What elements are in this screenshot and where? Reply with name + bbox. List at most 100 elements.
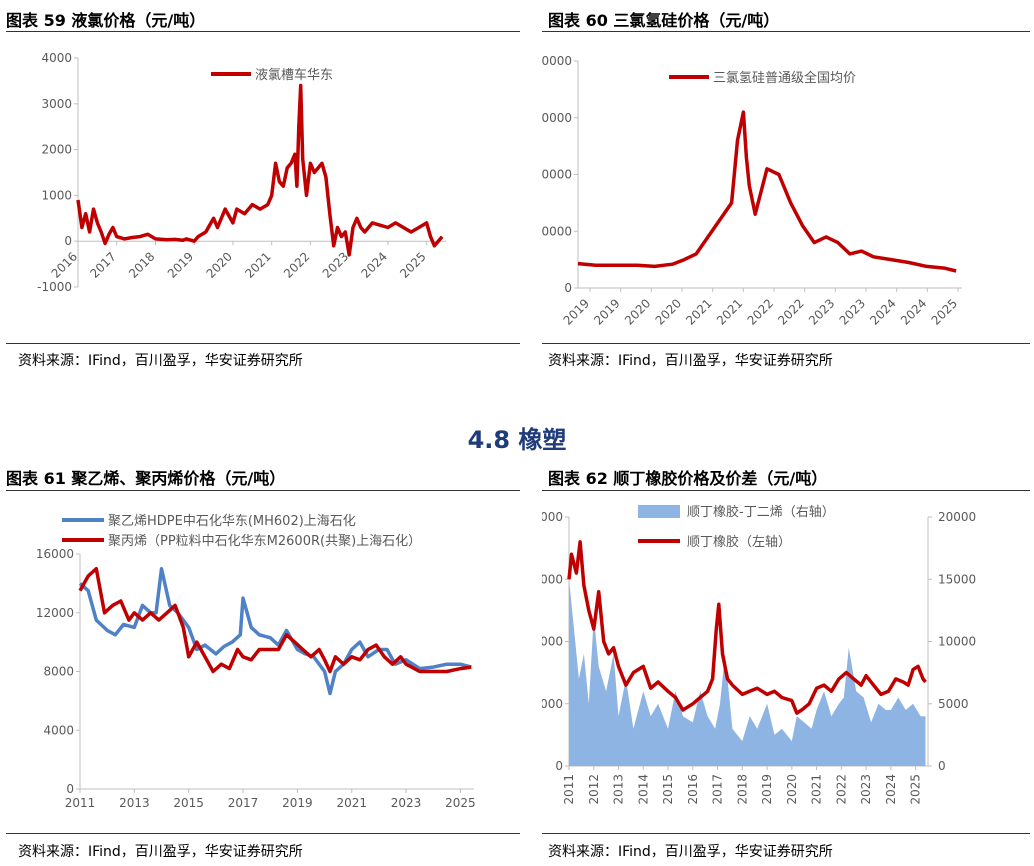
c62-left-ytick-label: 40000 (542, 510, 563, 524)
c62-xtick-label: 2021 (810, 774, 824, 805)
c59-xtick-label: 2022 (281, 249, 312, 280)
c61-xtick-label: 2017 (228, 796, 259, 810)
c62-legend-label-line: 顺丁橡胶（左轴） (687, 534, 791, 550)
c62-xtick-label: 2016 (686, 774, 700, 805)
c60-xtick-label: 2023 (806, 296, 837, 327)
c59-xtick-label: 2025 (397, 249, 428, 280)
chart-62-source: 资料来源：IFind，百川盈孚，华安证券研究所 (548, 844, 833, 860)
chart-62-title: 图表 62 顺丁橡胶价格及价差（元/吨） (548, 469, 828, 488)
c61-legend-label-0: 聚乙烯HDPE中石化华东(MH602)上海石化 (108, 514, 356, 529)
chart-59-liquid-chlorine: -1000 0 1000 2000 3000 4000 2016 2017 2018 2019 20… (37, 51, 446, 294)
c59-xtick-label: 2021 (242, 249, 273, 280)
c62-xtick-label: 2011 (562, 774, 576, 805)
c61-xtick-label: 2021 (336, 796, 367, 810)
c62-xtick-label: 2018 (735, 774, 749, 805)
c59-xtick-label: 2023 (320, 249, 351, 280)
chart-59-title: 图表 59 液氯价格（元/吨） (6, 11, 206, 30)
title-rule-60 (542, 31, 1030, 32)
c59-legend-label: 液氯槽车华东 (255, 67, 333, 83)
c59-ytick-label: -1000 (37, 280, 72, 294)
chart-62-panel: 0 10000 20000 30000 40000 0 5000 10000 15000 2000… (542, 491, 1030, 831)
c60-xtick-label: 2025 (929, 296, 960, 327)
c62-xtick-label: 2012 (587, 774, 601, 805)
section-heading: 4.8 橡塑 (467, 426, 567, 454)
c60-xtick-label: 2023 (837, 296, 868, 327)
c60-legend-label: 三氯氢硅普通级全国均价 (713, 70, 856, 86)
chart-61-pe-pp: 0 4000 8000 12000 16000 2011 2013 2015 2017 2019 2… (36, 514, 476, 810)
c62-left-ytick-label: 20000 (542, 635, 563, 649)
source-rule-60 (542, 343, 1030, 344)
chart-60-title: 图表 60 三氯氢硅价格（元/吨） (548, 11, 780, 30)
c60-xtick-label: 2021 (683, 296, 714, 327)
c59-ytick-label: 3000 (41, 97, 72, 111)
c62-series-line (567, 540, 927, 715)
c61-xtick-label: 2013 (119, 796, 150, 810)
chart-60-source: 资料来源：IFind，百川盈孚，华安证券研究所 (548, 353, 833, 369)
title-rule-62 (542, 490, 1030, 491)
c62-xtick-label: 2014 (636, 774, 650, 805)
c62-xtick-label: 2013 (612, 774, 626, 805)
c62-xtick-label: 2019 (760, 774, 774, 805)
c59-ytick-label: 1000 (41, 188, 72, 202)
c62-right-ytick-label: 10000 (938, 635, 976, 649)
c60-xtick-label: 2022 (745, 296, 776, 327)
c60-xtick-label: 2021 (714, 296, 745, 327)
c62-right-ytick-label: 5000 (938, 697, 969, 711)
c62-left-ytick-label: 10000 (542, 697, 563, 711)
c61-xtick-label: 2019 (282, 796, 313, 810)
c60-xtick-label: 2019 (561, 296, 592, 327)
c61-ytick-label: 12000 (36, 606, 74, 620)
c61-xtick-label: 2023 (391, 796, 422, 810)
chart-59-panel: -1000 0 1000 2000 3000 4000 2016 2017 2018 2019 20… (6, 32, 520, 342)
c60-ytick-label: 40000 (542, 54, 572, 68)
c60-ytick-label: 10000 (542, 224, 572, 238)
c62-right-ytick-label: 15000 (938, 572, 976, 586)
c59-ytick-label: 4000 (41, 51, 72, 65)
c62-right-ytick-label: 0 (938, 759, 946, 773)
c61-xtick-label: 2015 (173, 796, 204, 810)
c60-xtick-label: 2022 (775, 296, 806, 327)
c60-ytick-label: 20000 (542, 168, 572, 182)
chart-60-trichlorosilane: 0100002000030000400002019201920202020202… (542, 54, 962, 328)
title-rule-59 (6, 31, 520, 32)
c60-xtick-label: 2020 (622, 296, 653, 327)
c62-xtick-label: 2023 (859, 774, 873, 805)
c61-series-line-0 (78, 566, 472, 696)
c60-xtick-label: 2024 (898, 296, 929, 327)
c61-xtick-label: 2011 (65, 796, 96, 810)
c61-ytick-label: 4000 (43, 723, 74, 737)
c62-left-ytick-label: 0 (555, 759, 563, 773)
c59-xtick-label: 2024 (359, 249, 390, 280)
c62-xtick-label: 2024 (884, 774, 898, 805)
chart-59-source: 资料来源：IFind，百川盈孚，华安证券研究所 (18, 353, 303, 369)
source-rule-61 (6, 833, 520, 834)
c62-left-ytick-label: 30000 (542, 572, 563, 586)
c62-xtick-label: 2015 (661, 774, 675, 805)
c60-xtick-label: 2020 (653, 296, 684, 327)
source-rule-59 (6, 343, 520, 344)
c62-area-spread (569, 579, 926, 766)
c59-xtick-label: 2020 (204, 249, 235, 280)
c59-ytick-label: 0 (64, 234, 72, 248)
c61-xtick-label: 2025 (445, 796, 476, 810)
c59-series-line (76, 83, 444, 257)
c61-legend-label-1: 聚丙烯（PP粒料中石化华东M2600R(共聚)上海石化） (108, 534, 421, 549)
chart-61-panel: 0 4000 8000 12000 16000 2011 2013 2015 2017 2019 2… (6, 491, 520, 831)
c60-xtick-label: 2024 (867, 296, 898, 327)
c62-xtick-label: 2025 (909, 774, 923, 805)
source-rule-62 (542, 833, 1030, 834)
title-rule-61 (6, 490, 520, 491)
c60-xtick-label: 2019 (591, 296, 622, 327)
c59-xtick-label: 2018 (126, 249, 157, 280)
chart-61-title: 图表 61 聚乙烯、聚丙烯价格（元/吨） (6, 469, 286, 488)
chart-61-source: 资料来源：IFind，百川盈孚，华安证券研究所 (18, 844, 303, 860)
c62-legend-swatch-area (638, 505, 680, 518)
c62-xtick-label: 2017 (711, 774, 725, 805)
c60-ytick-label: 0 (564, 281, 572, 295)
chart-60-panel: 0100002000030000400002019201920202020202… (542, 32, 1030, 342)
c59-ytick-label: 2000 (41, 143, 72, 157)
c62-xtick-label: 2022 (834, 774, 848, 805)
c61-series-line-1 (78, 566, 472, 674)
chart-62-br-rubber: 0 10000 20000 30000 40000 0 5000 10000 15000 2000… (542, 504, 976, 805)
c61-ytick-label: 8000 (43, 665, 74, 679)
